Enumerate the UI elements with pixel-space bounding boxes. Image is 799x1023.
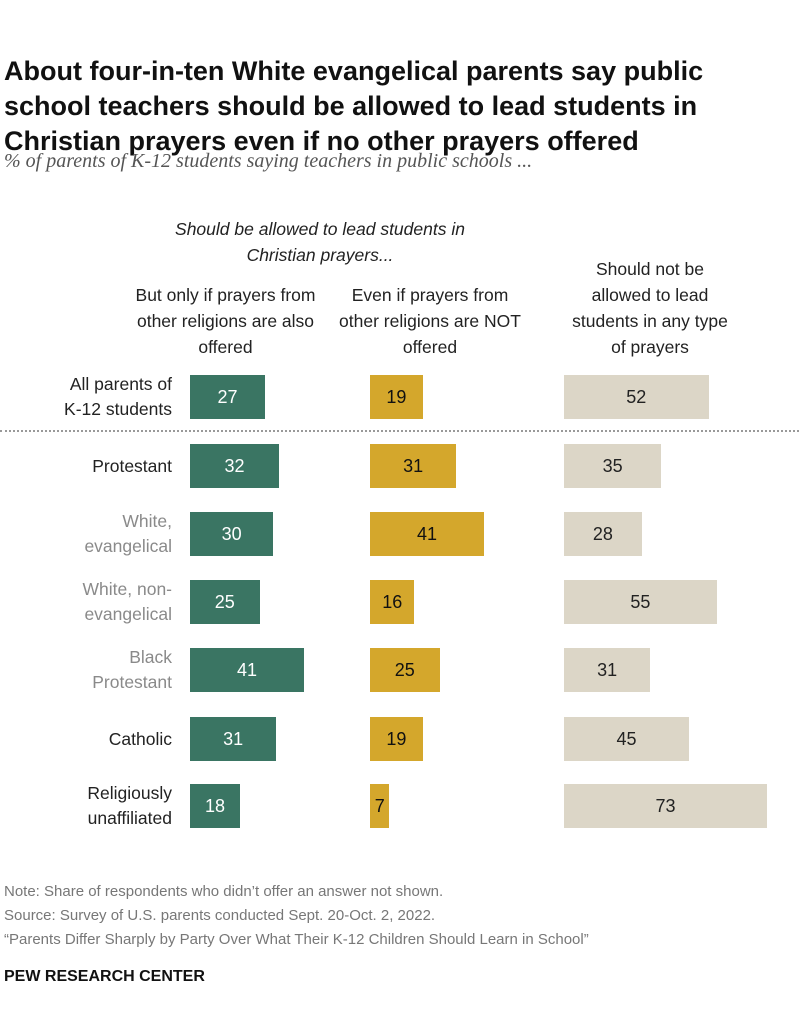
row-label-line: White, non- [82, 579, 172, 599]
bar-series-2: 25 [370, 648, 440, 692]
data-label: 35 [602, 455, 623, 476]
data-label: 25 [394, 659, 415, 680]
bar-series-1: 32 [190, 444, 279, 488]
row-label-line: Protestant [92, 455, 172, 476]
data-label: 31 [403, 455, 424, 476]
bar-series-2: 16 [370, 580, 415, 624]
data-label: 45 [616, 728, 637, 749]
row-label-line: Black [129, 647, 172, 667]
data-label: 19 [386, 386, 407, 407]
bar-series-3: 73 [564, 784, 767, 828]
brand-logo-text: PEW RESEARCH CENTER [4, 968, 205, 985]
data-label: 55 [630, 591, 651, 612]
row-label-line: unaffiliated [87, 808, 172, 828]
bar-series-2: 41 [370, 512, 484, 556]
data-label: 52 [626, 386, 647, 407]
divider-line [0, 430, 799, 432]
row-label-line: All parents of [69, 374, 172, 394]
note: Note: Share of respondents who didn’t of… [4, 883, 444, 900]
bar-series-1: 30 [190, 512, 274, 556]
data-label: 19 [386, 728, 407, 749]
bar-series-2: 31 [370, 444, 457, 488]
row-label: White, evangelical [0, 509, 172, 559]
bar-series-3: 45 [564, 717, 690, 761]
data-label: 73 [655, 795, 676, 816]
bar-series-1: 25 [190, 580, 260, 624]
bar-series-3: 55 [564, 580, 717, 624]
bar-series-3: 35 [564, 444, 662, 488]
report-title: “Parents Differ Sharply by Party Over Wh… [4, 931, 589, 948]
row-label-line: Protestant [92, 672, 172, 692]
bar-series-1: 41 [190, 648, 304, 692]
data-label: 28 [592, 523, 613, 544]
chart-title: About four-in-ten White evangelical pare… [4, 56, 704, 156]
data-label: 7 [374, 795, 385, 816]
data-label: 31 [223, 728, 244, 749]
bar-series-2: 19 [370, 717, 423, 761]
row-label: Religiously unaffiliated [0, 781, 172, 831]
group-header: Should be allowed to lead students in Ch… [175, 219, 465, 265]
row-label-line: K-12 students [64, 399, 172, 419]
bar-series-1: 27 [190, 375, 266, 419]
row-label-line: Religiously [87, 783, 172, 803]
data-label: 18 [205, 795, 226, 816]
row-label: Catholic [0, 727, 172, 752]
bar-series-3: 28 [564, 512, 642, 556]
data-label: 31 [597, 659, 618, 680]
bar-series-3: 52 [564, 375, 709, 419]
column-header-1: But only if prayers from other religions… [135, 285, 316, 357]
data-label: 32 [224, 455, 245, 476]
row-label-line: evangelical [84, 536, 172, 556]
row-label-line: Catholic [108, 728, 172, 749]
bar-series-1: 18 [190, 784, 241, 828]
row-label-line: evangelical [84, 604, 172, 624]
bar-series-2: 19 [370, 375, 423, 419]
data-label: 27 [217, 386, 238, 407]
row-label: White, non-evangelical [0, 577, 172, 627]
bar-series-2: 7 [370, 784, 390, 828]
data-label: 25 [214, 591, 235, 612]
data-label: 41 [236, 659, 257, 680]
data-label: 16 [382, 591, 403, 612]
row-label: Black Protestant [0, 645, 172, 695]
chart-subtitle: % of parents of K-12 students saying tea… [4, 150, 533, 172]
data-label: 41 [416, 523, 437, 544]
row-label-line: White, [122, 511, 172, 531]
source: Source: Survey of U.S. parents conducted… [4, 907, 436, 924]
data-label: 30 [221, 523, 242, 544]
bar-series-1: 31 [190, 717, 277, 761]
column-header-2: Even if prayers from other religions are… [339, 285, 521, 357]
bar-series-3: 31 [564, 648, 651, 692]
row-label: Protestant [0, 454, 172, 479]
column-header-3: Should not be allowed to lead students i… [572, 259, 728, 357]
row-label: All parents of K-12 students [0, 372, 172, 422]
